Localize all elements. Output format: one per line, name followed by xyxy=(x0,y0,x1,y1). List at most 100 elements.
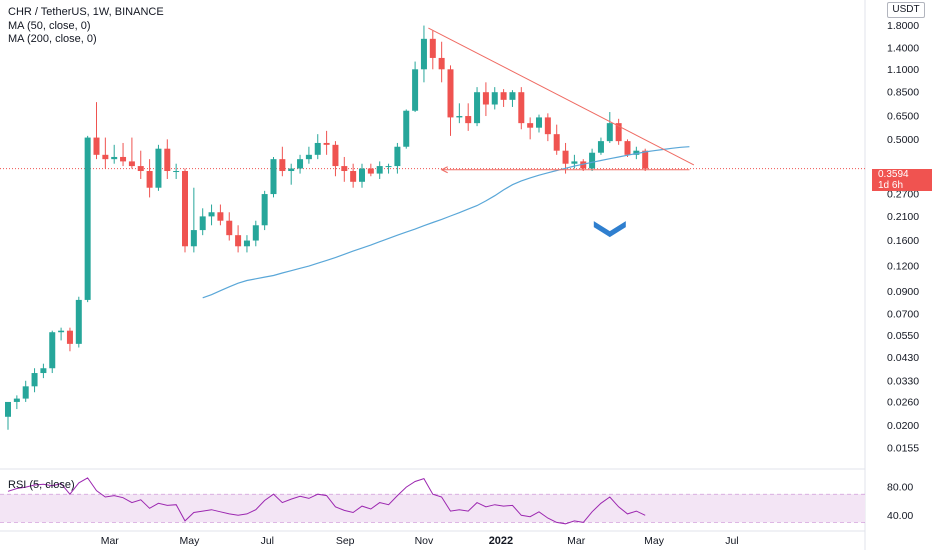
candle-body xyxy=(376,166,383,174)
candle-body xyxy=(288,168,295,172)
price-tick-label: 0.0550 xyxy=(887,330,919,342)
candle-body xyxy=(75,299,82,344)
price-tick-label: 0.2100 xyxy=(887,211,919,223)
candle-body xyxy=(235,235,242,247)
symbol-title: CHR / TetherUS, 1W, BINANCE xyxy=(8,6,164,18)
candle-body xyxy=(93,137,100,155)
candle-body xyxy=(482,92,489,105)
rsi-tick-label: 80.00 xyxy=(887,482,913,494)
candle-body xyxy=(261,194,268,226)
candle-body xyxy=(518,92,525,124)
candle-body xyxy=(474,92,481,124)
candle-body xyxy=(624,141,631,155)
last-price-tag: 0.3594 1d 6h xyxy=(872,169,932,191)
candle-body xyxy=(456,116,463,118)
time-tick-label: Mar xyxy=(567,535,586,547)
candle-body xyxy=(509,92,516,100)
candle-body xyxy=(155,148,162,188)
candle-body xyxy=(305,154,312,160)
price-tick-label: 0.0155 xyxy=(887,442,919,454)
time-tick-label: May xyxy=(644,535,665,547)
candle-body xyxy=(279,159,286,172)
candle-body xyxy=(412,69,419,111)
support-arrowhead xyxy=(440,166,448,174)
candle-body xyxy=(536,117,542,128)
candle-body xyxy=(332,144,339,167)
ma200-legend[interactable]: MA (200, close, 0) xyxy=(8,33,97,45)
candle-body xyxy=(297,159,304,169)
candle-body xyxy=(544,117,551,135)
rsi-tick-label: 40.00 xyxy=(887,510,913,522)
price-tick-label: 0.0200 xyxy=(887,420,919,432)
candle-body xyxy=(49,332,56,369)
time-tick-label: Sep xyxy=(336,535,355,547)
candle-body xyxy=(403,110,410,147)
ma50-legend[interactable]: MA (50, close, 0) xyxy=(8,20,91,32)
candle-body xyxy=(385,166,392,168)
candle-body xyxy=(182,171,188,247)
time-tick-label: Nov xyxy=(415,535,434,547)
candle-body xyxy=(527,123,534,128)
candle-body xyxy=(447,69,454,118)
candle-body xyxy=(66,330,73,344)
candle-body xyxy=(243,240,250,247)
down-arrow-icon xyxy=(593,221,626,238)
last-price: 0.3594 xyxy=(878,169,909,180)
candle-body xyxy=(173,171,180,173)
price-tick-label: 0.0700 xyxy=(887,308,919,320)
candle-body xyxy=(571,161,578,164)
candle-body xyxy=(164,148,171,172)
price-tick-label: 0.2700 xyxy=(887,189,919,201)
candles xyxy=(5,25,649,430)
price-tick-label: 0.6500 xyxy=(887,111,919,123)
price-tick-label: 0.1600 xyxy=(887,235,919,247)
price-tick-label: 0.0260 xyxy=(887,396,919,408)
price-tick-label: 1.1000 xyxy=(887,64,919,76)
candle-body xyxy=(217,212,224,221)
candle-body xyxy=(562,150,569,164)
rsi-line xyxy=(7,477,646,525)
candle-body xyxy=(314,142,321,155)
candle-body xyxy=(226,220,233,236)
candle-body xyxy=(465,116,472,124)
candle-body xyxy=(111,156,118,160)
candle-body xyxy=(589,152,596,169)
candle-body xyxy=(84,137,91,300)
candle-body xyxy=(420,38,427,70)
candle-body xyxy=(500,92,507,100)
candle-body xyxy=(270,159,277,195)
time-tick-label: Jul xyxy=(261,535,274,547)
candle-body xyxy=(31,373,38,387)
candle-body xyxy=(367,168,374,174)
candle-body xyxy=(491,92,498,105)
symbol-legend[interactable]: CHR / TetherUS, 1W, BINANCE xyxy=(8,5,164,19)
candle-body xyxy=(120,156,127,162)
candle-body xyxy=(350,171,357,182)
price-tick-label: 0.0900 xyxy=(887,286,919,298)
candle-body xyxy=(58,330,65,333)
candle-body xyxy=(606,123,613,142)
candle-body xyxy=(597,141,604,153)
price-tick-label: 1.8000 xyxy=(887,20,919,32)
candle-body xyxy=(13,398,20,402)
candle-body xyxy=(438,57,445,70)
candle-body xyxy=(429,38,436,58)
candle-body xyxy=(580,161,587,169)
candle-body xyxy=(252,225,259,241)
candle-body xyxy=(615,123,622,142)
candle-body xyxy=(323,142,330,145)
time-tick-label: Jul xyxy=(725,535,738,547)
ma50-line xyxy=(202,146,690,299)
rsi-legend[interactable]: RSI (5, close) xyxy=(8,479,75,491)
candle-body xyxy=(22,386,29,399)
rsi-band xyxy=(0,494,865,523)
price-tick-label: 0.5000 xyxy=(887,134,919,146)
candle-body xyxy=(394,146,401,167)
candle-body xyxy=(137,166,144,172)
candle-body xyxy=(190,230,197,247)
candle-body xyxy=(359,168,365,182)
currency-button[interactable]: USDT xyxy=(887,2,925,18)
price-tick-label: 0.0330 xyxy=(887,375,919,387)
candle-body xyxy=(553,134,560,151)
